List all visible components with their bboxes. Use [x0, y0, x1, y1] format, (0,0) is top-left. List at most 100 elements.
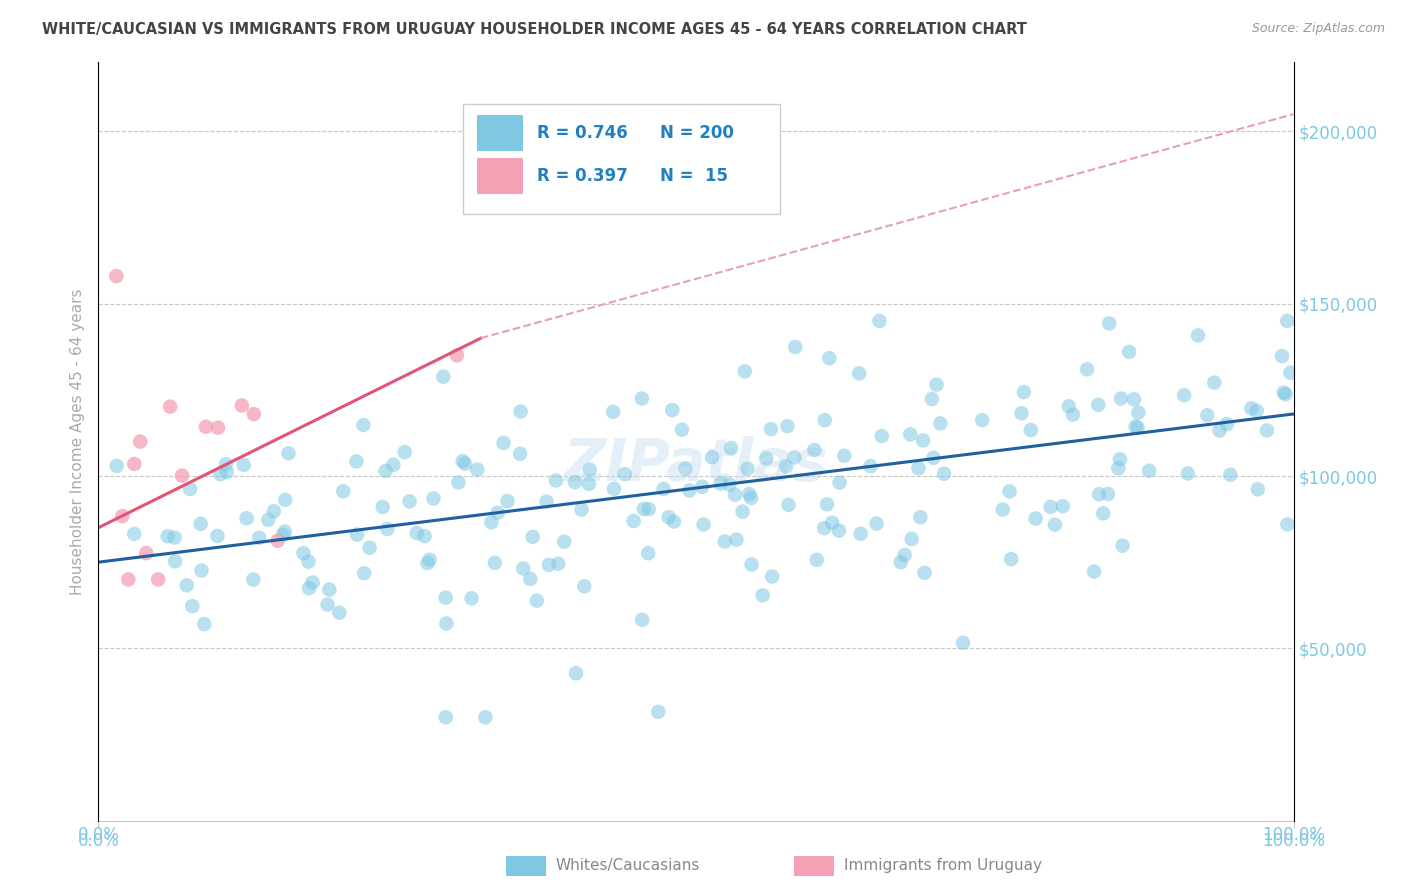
Point	[751, 588, 773, 602]
Point	[1275, 314, 1298, 328]
Point	[898, 427, 921, 442]
Point	[613, 467, 636, 482]
Point	[571, 502, 593, 516]
Point	[446, 348, 468, 362]
Point	[413, 529, 436, 543]
Point	[565, 666, 588, 681]
Point	[713, 534, 735, 549]
Point	[318, 582, 340, 597]
Point	[242, 573, 264, 587]
Point	[1247, 483, 1270, 497]
Point	[353, 566, 375, 581]
Point	[1092, 506, 1115, 520]
Point	[637, 502, 659, 516]
Point	[190, 564, 212, 578]
Point	[181, 599, 204, 614]
Point	[690, 480, 713, 494]
Point	[519, 572, 541, 586]
Point	[623, 514, 645, 528]
Point	[814, 413, 837, 427]
Point	[738, 487, 761, 501]
Point	[422, 491, 444, 506]
Point	[1123, 392, 1146, 407]
Bar	[794, 856, 834, 876]
Point	[1076, 362, 1098, 376]
Point	[163, 531, 186, 545]
Point	[755, 451, 778, 466]
Point	[207, 420, 229, 434]
Point	[277, 446, 299, 460]
Point	[564, 475, 586, 490]
Text: ZIPatlas: ZIPatlas	[564, 436, 828, 492]
Point	[231, 399, 253, 413]
Point	[1256, 424, 1278, 438]
Point	[1043, 517, 1066, 532]
Text: Source: ZipAtlas.com: Source: ZipAtlas.com	[1251, 22, 1385, 36]
Bar	[477, 115, 523, 151]
Point	[509, 447, 531, 461]
Point	[778, 498, 800, 512]
Point	[828, 475, 851, 490]
Point	[394, 445, 416, 459]
Point	[263, 504, 285, 518]
Point	[526, 593, 548, 607]
Point	[353, 418, 375, 433]
Point	[1216, 417, 1239, 431]
Bar	[506, 856, 546, 876]
Point	[522, 530, 544, 544]
Point	[998, 484, 1021, 499]
Point	[832, 449, 855, 463]
Point	[1204, 376, 1226, 390]
Point	[267, 533, 290, 548]
Point	[165, 554, 187, 568]
Point	[1087, 398, 1109, 412]
Text: Whites/Caucasians: Whites/Caucasians	[555, 858, 700, 872]
Point	[631, 392, 654, 406]
Point	[436, 616, 458, 631]
Point	[274, 524, 297, 539]
Point	[818, 351, 841, 366]
Point	[105, 269, 128, 284]
Point	[492, 436, 515, 450]
Point	[1240, 401, 1263, 416]
Point	[1107, 461, 1129, 475]
Point	[434, 591, 457, 605]
Point	[1125, 419, 1147, 434]
Point	[544, 474, 567, 488]
Point	[900, 532, 922, 546]
Point	[484, 556, 506, 570]
Point	[434, 710, 457, 724]
Point	[209, 467, 232, 482]
Y-axis label: Householder Income Ages 45 - 64 years: Householder Income Ages 45 - 64 years	[69, 288, 84, 595]
Point	[731, 505, 754, 519]
Point	[297, 555, 319, 569]
Point	[821, 516, 844, 530]
Point	[1173, 388, 1195, 402]
Point	[382, 458, 405, 472]
Point	[111, 509, 134, 524]
Point	[1272, 385, 1295, 400]
Text: N = 200: N = 200	[661, 124, 734, 142]
Point	[783, 450, 806, 465]
Point	[346, 527, 368, 541]
Point	[135, 546, 157, 560]
Point	[359, 541, 381, 555]
Point	[344, 454, 367, 468]
Point	[474, 710, 496, 724]
Point	[1039, 500, 1062, 514]
Point	[105, 458, 128, 473]
Point	[813, 521, 835, 535]
Point	[419, 552, 441, 566]
Point	[658, 510, 681, 524]
Point	[785, 340, 807, 354]
Point	[912, 434, 935, 448]
Point	[232, 458, 254, 472]
Point	[215, 465, 238, 479]
Point	[215, 457, 238, 471]
Point	[1187, 328, 1209, 343]
Point	[859, 459, 882, 474]
Point	[235, 511, 257, 525]
Point	[398, 494, 420, 508]
Point	[720, 441, 742, 455]
Text: R = 0.397: R = 0.397	[537, 167, 628, 186]
